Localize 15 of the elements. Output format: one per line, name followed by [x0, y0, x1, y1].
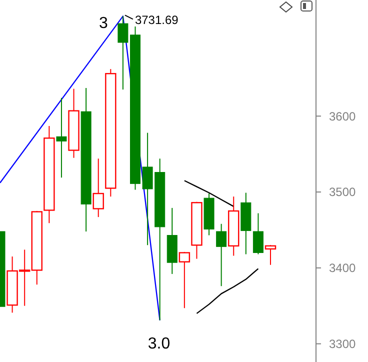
y-tick-label: 3600 — [329, 109, 356, 124]
line-series — [196, 268, 259, 314]
y-tick-label: 3300 — [329, 336, 356, 351]
annotation: 3 — [98, 15, 108, 32]
candlestick — [178, 251, 190, 309]
candlestick — [56, 97, 67, 178]
candlestick — [216, 223, 227, 287]
line-series — [184, 180, 234, 208]
candlestick — [252, 212, 264, 255]
candlestick — [264, 244, 276, 266]
annotation: 3731.69 — [134, 13, 179, 28]
y-tick-label: 3400 — [329, 261, 356, 276]
candlestick — [92, 158, 104, 218]
annotation: 3.0 — [148, 335, 170, 352]
y-tick-label: 3500 — [329, 185, 356, 200]
